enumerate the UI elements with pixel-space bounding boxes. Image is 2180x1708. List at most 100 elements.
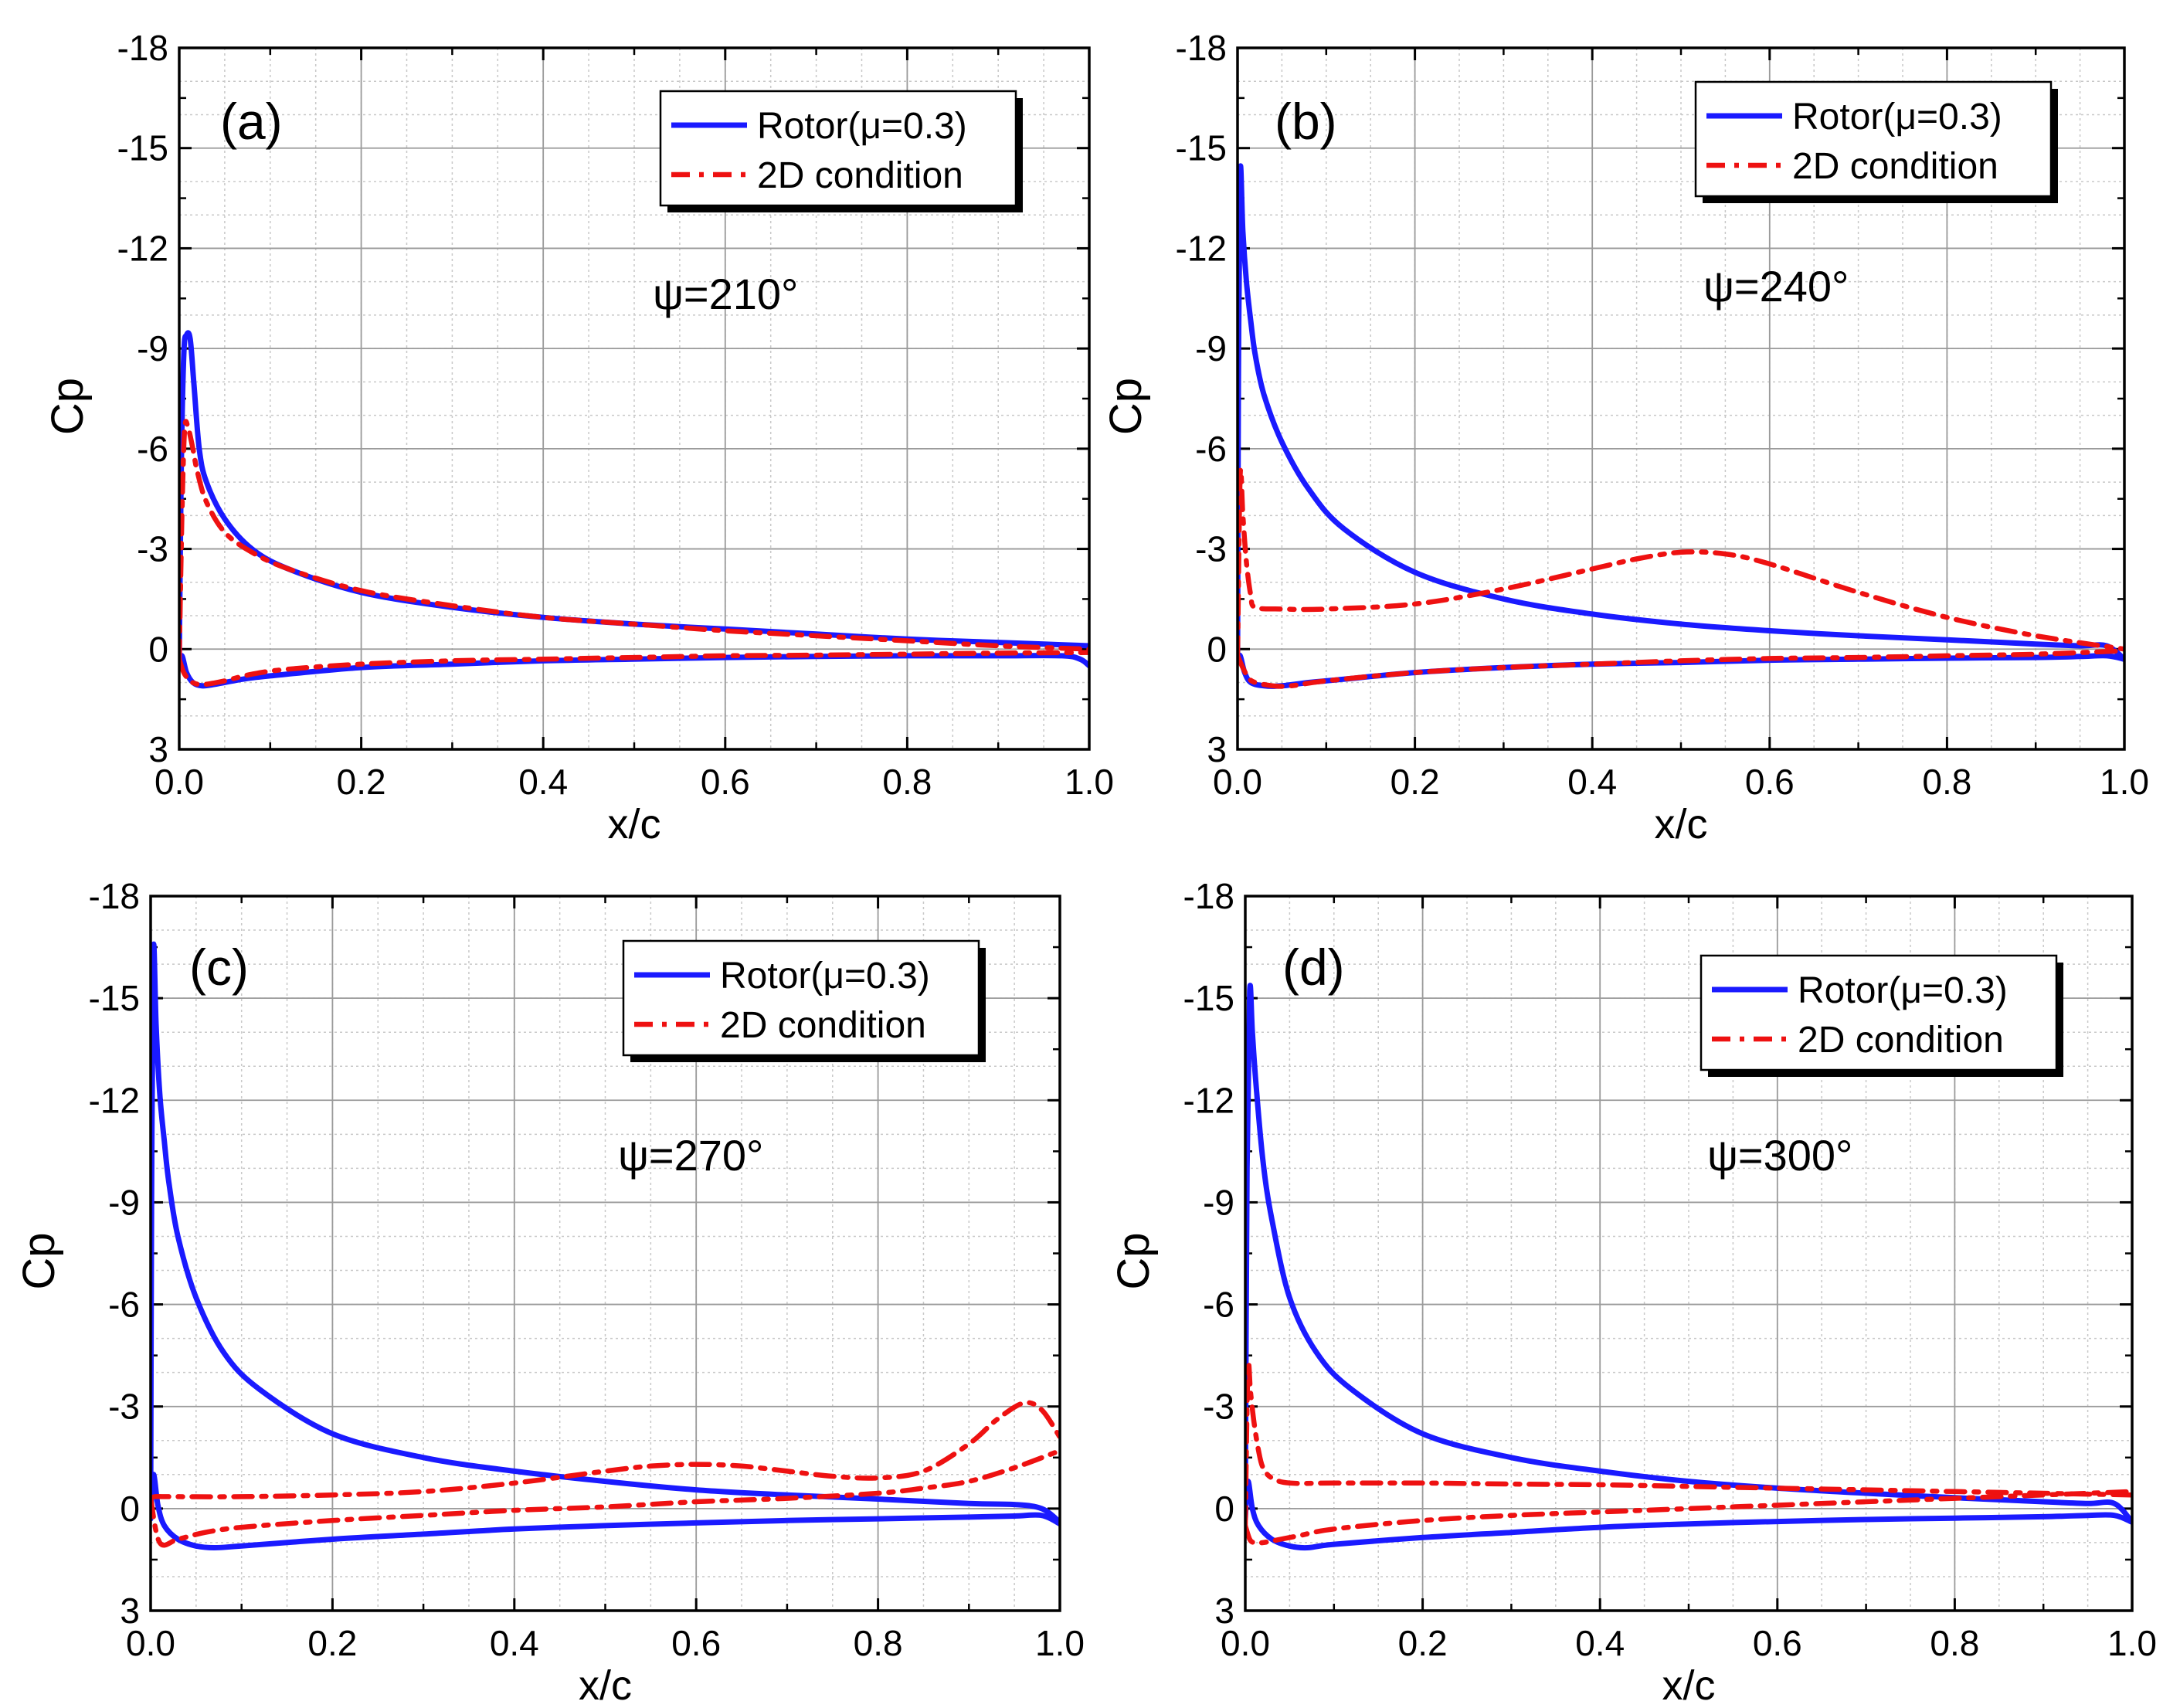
x-tick-label: 0.4 [1575,1623,1625,1663]
x-tick-label: 0.0 [1213,762,1262,802]
plot-frame [1244,895,2134,1612]
legend-box [622,939,980,1057]
series-group [151,941,1060,1550]
psi-annotation: ψ=270° [618,1131,763,1180]
x-tick-label: 0.2 [307,1623,357,1663]
2d-condition-upper-line [151,1400,1060,1501]
x-axis-label: x/c [579,1662,632,1708]
x-tick-label: 0.6 [1753,1623,1802,1663]
y-axis-label: Cp [1101,378,1151,435]
y-tick-label: 3 [1214,1591,1234,1631]
2d-condition-lower-line [1238,648,2124,689]
y-tick-label: 3 [1207,729,1227,769]
plot-frame [178,46,1091,751]
y-tick-label: -9 [1195,328,1227,368]
panel-d: 0.0 0.2 0.4 0.6 0.8 1.0 -18 -15 -12 -9 -6 -3 0 3 x/c Cp… [1109,876,2157,1708]
x-tick-label: 0.0 [126,1623,175,1663]
x-tick-label: 0.0 [155,762,204,802]
y-tick-label: -12 [117,228,168,268]
y-tick-label: -6 [1203,1285,1234,1325]
legend: Rotor(μ=0.3) 2D condition [622,939,986,1062]
y-tick-label: -15 [117,128,168,168]
y-tick-label: -6 [1195,429,1227,469]
plot-frame [1236,46,2126,751]
y-tick-label: -18 [1176,28,1227,68]
y-tick-label: -6 [137,429,168,469]
x-tick-label: 0.0 [1221,1623,1270,1663]
x-tick-label: 0.6 [1745,762,1795,802]
legend-rotor-label: Rotor(μ=0.3) [720,956,930,997]
x-tick-label: 1.0 [2100,762,2149,802]
x-tick-label: 1.0 [1065,762,1114,802]
2d-condition-lower-line [1245,1489,2132,1546]
legend-box [1700,954,2058,1071]
x-tick-label: 0.4 [518,762,568,802]
panel-label: (d) [1282,939,1345,996]
y-tick-label: -18 [89,876,140,916]
rotor-upper-line [1238,163,2124,662]
legend: Rotor(μ=0.3) 2D condition [659,90,1023,212]
rotor-lower-line [1245,1479,2132,1551]
legend-2d-label: 2D condition [720,1005,926,1046]
legend-2d-label: 2D condition [1792,146,1998,187]
plot-frame [149,895,1061,1612]
2d-condition-lower-line [179,650,1089,688]
y-tick-label: -6 [108,1285,140,1325]
x-tick-label: 0.6 [701,762,750,802]
series-group [1245,983,2132,1551]
x-tick-label: 0.8 [882,762,932,802]
legend: Rotor(μ=0.3) 2D condition [1694,80,2058,203]
y-axis-label: Cp [1109,1232,1159,1289]
x-tick-label: 0.2 [1398,1623,1448,1663]
x-tick-label: 0.2 [337,762,386,802]
panel-b: 0.0 0.2 0.4 0.6 0.8 1.0 -18 -15 -12 -9 -6 -3 0 3 x/c Cp… [1101,28,2149,847]
series-group [1238,163,2124,689]
2d-condition-lower-line [151,1448,1060,1548]
legend-2d-label: 2D condition [757,155,963,196]
y-tick-label: -12 [1176,228,1227,268]
psi-annotation: ψ=300° [1707,1131,1852,1180]
y-tick-label: -3 [108,1387,140,1427]
x-tick-label: 0.4 [1567,762,1617,802]
legend-2d-label: 2D condition [1798,1020,2004,1061]
panel-label: (b) [1275,93,1337,150]
y-tick-label: 3 [120,1591,140,1631]
legend: Rotor(μ=0.3) 2D condition [1700,954,2063,1077]
rotor-lower-line [151,1472,1060,1550]
y-axis-label: Cp [14,1232,64,1289]
psi-annotation: ψ=210° [653,270,798,318]
x-tick-label: 0.4 [490,1623,539,1663]
x-tick-label: 0.8 [1930,1623,1979,1663]
2d-condition-upper-line [1238,467,2124,659]
y-tick-label: -12 [1183,1080,1234,1120]
x-tick-label: 0.8 [1922,762,1971,802]
legend-box [659,90,1017,207]
y-tick-label: -9 [1203,1182,1234,1222]
x-tick-label: 1.0 [2107,1623,2157,1663]
rotor-upper-line [151,941,1060,1525]
y-tick-label: 3 [148,729,168,769]
y-tick-label: -9 [137,328,168,368]
x-tick-label: 0.6 [671,1623,721,1663]
legend-box [1694,80,2053,198]
x-tick-label: 0.2 [1391,762,1440,802]
y-tick-label: -3 [137,529,168,569]
panel-label: (c) [189,939,249,996]
y-tick-label: -12 [89,1080,140,1120]
y-tick-label: -9 [108,1182,140,1222]
y-tick-label: -15 [1176,128,1227,168]
2d-condition-upper-line [1245,1360,2132,1529]
y-tick-label: 0 [1214,1489,1234,1529]
panel-c: 0.0 0.2 0.4 0.6 0.8 1.0 -18 -15 -12 -9 -6 -3 0 3 x/c Cp… [14,876,1085,1708]
y-tick-label: 0 [148,629,168,669]
x-axis-label: x/c [607,801,660,847]
y-tick-label: -18 [117,28,168,68]
x-tick-label: 1.0 [1035,1623,1085,1663]
legend-rotor-label: Rotor(μ=0.3) [1792,97,2002,138]
y-tick-label: 0 [1207,629,1227,669]
y-tick-label: 0 [120,1489,140,1529]
x-axis-label: x/c [1654,801,1707,847]
panel-label: (a) [220,93,283,150]
legend-rotor-label: Rotor(μ=0.3) [1798,970,2008,1011]
